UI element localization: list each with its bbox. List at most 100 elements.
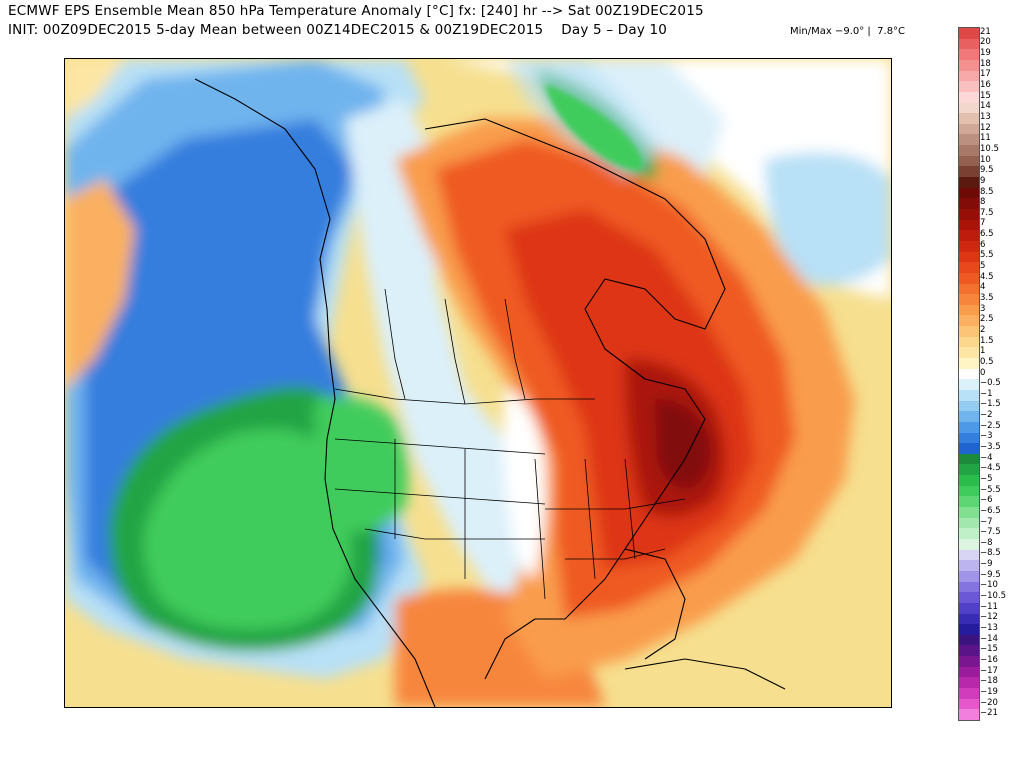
colorbar-swatch bbox=[959, 656, 979, 668]
colorbar-swatch bbox=[959, 59, 979, 72]
colorbar-label: 6.5 bbox=[980, 229, 994, 240]
colorbar-label: −1.5 bbox=[980, 399, 1001, 410]
colorbar bbox=[958, 27, 980, 721]
colorbar-label: −6 bbox=[980, 495, 993, 506]
colorbar-swatch bbox=[959, 677, 979, 689]
colorbar-label: 20 bbox=[980, 37, 991, 48]
colorbar-swatch bbox=[959, 326, 979, 338]
colorbar-swatch bbox=[959, 709, 979, 721]
colorbar-label: 2 bbox=[980, 324, 986, 335]
colorbar-label: 12 bbox=[980, 122, 991, 133]
colorbar-swatch bbox=[959, 187, 979, 199]
colorbar-label: −9 bbox=[980, 559, 993, 570]
colorbar-swatch bbox=[959, 517, 979, 529]
colorbar-label: 8.5 bbox=[980, 186, 994, 197]
colorbar-swatch bbox=[959, 368, 979, 380]
colorbar-swatch bbox=[959, 81, 979, 93]
colorbar-swatch bbox=[959, 389, 979, 402]
colorbar-label: 11 bbox=[980, 133, 991, 144]
colorbar-swatch bbox=[959, 304, 979, 316]
colorbar-label: −19 bbox=[980, 686, 998, 697]
colorbar-label: 1.5 bbox=[980, 335, 994, 346]
colorbar-label: 16 bbox=[980, 80, 991, 91]
anomaly-map bbox=[64, 58, 892, 708]
colorbar-label: −0.5 bbox=[980, 378, 1001, 389]
colorbar-swatch bbox=[959, 400, 979, 412]
colorbar-swatch bbox=[959, 91, 979, 104]
colorbar-label: 6 bbox=[980, 239, 986, 250]
colorbar-swatch bbox=[959, 177, 979, 189]
colorbar-label: 10 bbox=[980, 154, 991, 165]
colorbar-label: −8.5 bbox=[980, 548, 1001, 559]
colorbar-swatch bbox=[959, 336, 979, 348]
colorbar-swatch bbox=[959, 464, 979, 476]
colorbar-label: 17 bbox=[980, 69, 991, 80]
colorbar-label: −8 bbox=[980, 537, 993, 548]
colorbar-swatch bbox=[959, 496, 979, 508]
colorbar-label: −4.5 bbox=[980, 463, 1001, 474]
colorbar-swatch bbox=[959, 570, 979, 583]
colorbar-label: −14 bbox=[980, 633, 998, 644]
colorbar-swatch bbox=[959, 379, 979, 391]
colorbar-swatch bbox=[959, 166, 979, 178]
colorbar-swatch bbox=[959, 28, 979, 40]
colorbar-label: −13 bbox=[980, 623, 998, 633]
colorbar-swatch bbox=[959, 219, 979, 231]
colorbar-swatch bbox=[959, 49, 979, 61]
colorbar-swatch bbox=[959, 145, 979, 157]
colorbar-swatch bbox=[959, 240, 979, 253]
map-subtitle: INIT: 00Z09DEC2015 5-day Mean between 00… bbox=[8, 22, 668, 38]
colorbar-swatch bbox=[959, 347, 979, 359]
colorbar-swatch bbox=[959, 613, 979, 625]
colorbar-label: −5 bbox=[980, 473, 993, 484]
colorbar-label: −3.5 bbox=[980, 442, 1001, 453]
colorbar-swatch bbox=[959, 688, 979, 700]
colorbar-label: −12 bbox=[980, 612, 998, 623]
colorbar-swatch bbox=[959, 432, 979, 444]
colorbar-swatch bbox=[959, 411, 979, 423]
colorbar-label: −10.5 bbox=[980, 591, 1007, 602]
colorbar-label: 3.5 bbox=[980, 292, 994, 303]
colorbar-swatch bbox=[959, 539, 979, 551]
colorbar-label: −10 bbox=[980, 580, 998, 591]
colorbar-label: 0.5 bbox=[980, 356, 994, 367]
colorbar-swatch bbox=[959, 38, 979, 50]
colorbar-label: −1 bbox=[980, 388, 993, 399]
colorbar-swatch bbox=[959, 251, 979, 263]
colorbar-label: −4 bbox=[980, 452, 993, 463]
colorbar-swatch bbox=[959, 634, 979, 646]
colorbar-swatch bbox=[959, 262, 979, 274]
colorbar-label: 2.5 bbox=[980, 314, 994, 325]
map-title: ECMWF EPS Ensemble Mean 850 hPa Temperat… bbox=[8, 3, 704, 19]
colorbar-label: 4.5 bbox=[980, 271, 994, 282]
colorbar-label: 15 bbox=[980, 90, 991, 101]
colorbar-swatch bbox=[959, 602, 979, 615]
colorbar-swatch bbox=[959, 283, 979, 295]
colorbar-label: −21 bbox=[980, 708, 998, 719]
colorbar-swatch bbox=[959, 624, 979, 636]
colorbar-label: 3 bbox=[980, 303, 986, 314]
colorbar-swatch bbox=[959, 560, 979, 572]
colorbar-label: −2.5 bbox=[980, 420, 1001, 431]
colorbar-label: 18 bbox=[980, 58, 991, 69]
colorbar-labels: 21 20 19 18 17 16 15 14 13 12 11 10.5 10 9.5 9 8.5 8 7.5 7… bbox=[980, 27, 1024, 719]
colorbar-label: 10.5 bbox=[980, 143, 999, 154]
colorbar-label: −5.5 bbox=[980, 484, 1001, 495]
colorbar-label: −3 bbox=[980, 431, 993, 442]
colorbar-label: 14 bbox=[980, 101, 991, 112]
colorbar-label: −17 bbox=[980, 665, 998, 676]
colorbar-swatch bbox=[959, 272, 979, 284]
colorbar-swatch bbox=[959, 155, 979, 167]
colorbar-label: 1 bbox=[980, 346, 986, 357]
colorbar-label: 7.5 bbox=[980, 207, 994, 218]
colorbar-label: −20 bbox=[980, 697, 998, 708]
colorbar-swatch bbox=[959, 698, 979, 710]
colorbar-swatch bbox=[959, 102, 979, 114]
colorbar-label: −2 bbox=[980, 410, 993, 421]
colorbar-swatch bbox=[959, 208, 979, 221]
colorbar-label: 9 bbox=[980, 175, 986, 186]
colorbar-label: 5.5 bbox=[980, 250, 994, 261]
colorbar-swatch bbox=[959, 358, 979, 370]
colorbar-swatch bbox=[959, 453, 979, 465]
colorbar-label: 19 bbox=[980, 48, 991, 59]
